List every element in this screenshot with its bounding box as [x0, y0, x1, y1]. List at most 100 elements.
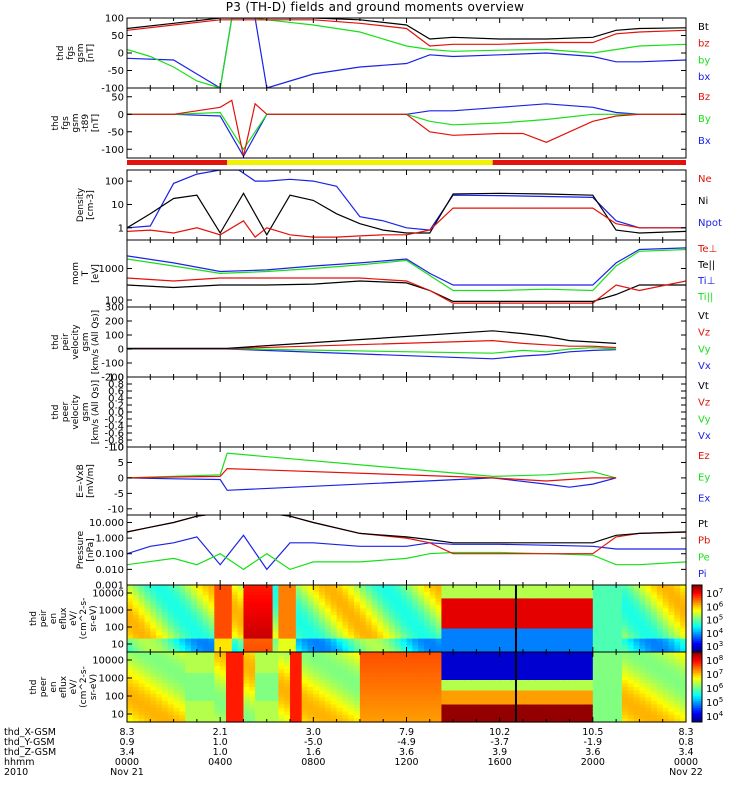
spectrogram-cell — [196, 662, 204, 667]
spectrogram-cell — [249, 697, 256, 702]
spectrogram-cell — [569, 697, 576, 702]
spectrogram-cell — [307, 648, 314, 653]
spectrogram-cell — [651, 618, 658, 623]
spectrogram-cell — [377, 669, 384, 674]
spectrogram-cell — [266, 601, 274, 606]
spectrogram-cell — [604, 673, 611, 678]
spectrogram-cell — [464, 635, 472, 640]
spectrogram-cell — [499, 605, 507, 610]
spectrogram-cell — [616, 697, 623, 702]
spectrogram-cell — [546, 652, 553, 657]
spectrogram-cell — [260, 621, 268, 626]
spectrogram-cell — [656, 595, 664, 599]
spectrogram-cell — [621, 621, 629, 626]
spectrogram-cell — [354, 645, 361, 650]
spectrogram-cell — [377, 652, 384, 657]
spectrogram-cell — [290, 708, 297, 713]
spectrogram-cell — [231, 690, 239, 695]
spectrogram-cell — [278, 601, 285, 606]
spectrogram-cell — [167, 585, 175, 589]
spectrogram-cell — [552, 638, 559, 643]
spectrogram-cell — [493, 694, 501, 699]
spectrogram-cell — [354, 641, 361, 646]
spectrogram-cell — [639, 662, 646, 667]
spectrogram-cell — [633, 697, 641, 702]
spectrogram-cell — [348, 598, 355, 603]
spectrogram-cell — [482, 704, 489, 709]
spectrogram-cell — [651, 591, 658, 596]
spectrogram-cell — [313, 697, 320, 702]
spectrogram-cell — [482, 708, 489, 713]
spectrogram-cell — [528, 704, 536, 709]
spectrogram-cell — [272, 666, 279, 671]
spectrogram-cell — [394, 718, 402, 723]
spectrogram-cell — [266, 652, 274, 657]
spectrogram-cell — [389, 662, 396, 667]
spectrogram-cell — [674, 625, 681, 630]
spectrogram-cell — [365, 669, 373, 674]
spectrogram-cell — [511, 638, 518, 643]
spectrogram-cell — [453, 625, 460, 630]
spectrogram-cell — [290, 605, 297, 610]
spectrogram-cell — [231, 666, 239, 671]
spectrogram-cell — [342, 585, 349, 589]
spectrogram-cell — [196, 601, 204, 606]
spectrogram-cell — [447, 615, 454, 620]
spectrogram-cell — [406, 715, 413, 720]
spectrogram-cell — [260, 615, 268, 620]
spectrogram-cell — [499, 618, 507, 623]
spectrogram-cell — [429, 652, 437, 657]
spectrogram-cell — [499, 704, 507, 709]
spectrogram-cell — [557, 680, 565, 685]
spectrogram-cell — [301, 701, 309, 706]
axis-x-gsm-value: 3.0 — [306, 727, 321, 738]
spectrogram-cell — [616, 708, 623, 713]
spectrogram-cell — [645, 605, 652, 610]
spectrogram-cell — [423, 628, 431, 633]
spectrogram-cell — [587, 666, 594, 671]
spectrogram-cell — [255, 676, 262, 681]
spectrogram-cell — [284, 585, 291, 589]
spectrogram-cell — [674, 683, 681, 688]
spectrogram-cell — [412, 618, 419, 623]
spectrogram-cell — [161, 615, 169, 620]
spectrogram-cell — [418, 591, 425, 596]
ylabel-line: [cm-3] — [86, 190, 96, 220]
spectrogram-cell — [371, 605, 378, 610]
colorbar-cell — [692, 694, 702, 697]
spectrogram-cell — [522, 676, 530, 681]
spectrogram-cell — [627, 676, 635, 681]
spectrogram-cell — [604, 648, 611, 653]
spectrogram-cell — [534, 585, 542, 589]
spectrogram-cell — [645, 687, 652, 692]
y-tick-label: 1000 — [99, 674, 124, 685]
spectrogram-cell — [429, 655, 437, 660]
spectrogram-cell — [435, 645, 443, 650]
spectrogram-cell — [592, 676, 600, 681]
spectrogram-cell — [680, 638, 687, 643]
spectrogram-cell — [470, 666, 477, 671]
spectrogram-cell — [668, 704, 675, 709]
spectrogram-cell — [540, 618, 547, 623]
ylabel-line: peer — [61, 401, 71, 422]
spectrogram-cell — [220, 683, 227, 688]
spectrogram-cell — [144, 711, 151, 716]
spectrogram-cell — [470, 638, 477, 643]
ylabel-line: gsm — [76, 43, 86, 62]
spectrogram-cell — [132, 615, 140, 620]
spectrogram-cell — [651, 697, 658, 702]
spectrogram-cell — [301, 628, 309, 633]
spectrogram-cell — [435, 648, 443, 653]
spectrogram-cell — [272, 708, 279, 713]
spectrogram-cell — [249, 701, 256, 706]
spectrogram-cell — [563, 662, 571, 667]
colorbar-cell — [692, 712, 702, 716]
spectrogram-cell — [225, 655, 233, 660]
spectrogram-cell — [470, 635, 477, 640]
spectrogram-cell — [482, 611, 489, 616]
spectrogram-cell — [359, 704, 367, 709]
spectrogram-cell — [284, 680, 291, 685]
spectrogram-cell — [557, 676, 565, 681]
spectrogram-cell — [656, 694, 664, 699]
spectrogram-cell — [185, 621, 192, 626]
